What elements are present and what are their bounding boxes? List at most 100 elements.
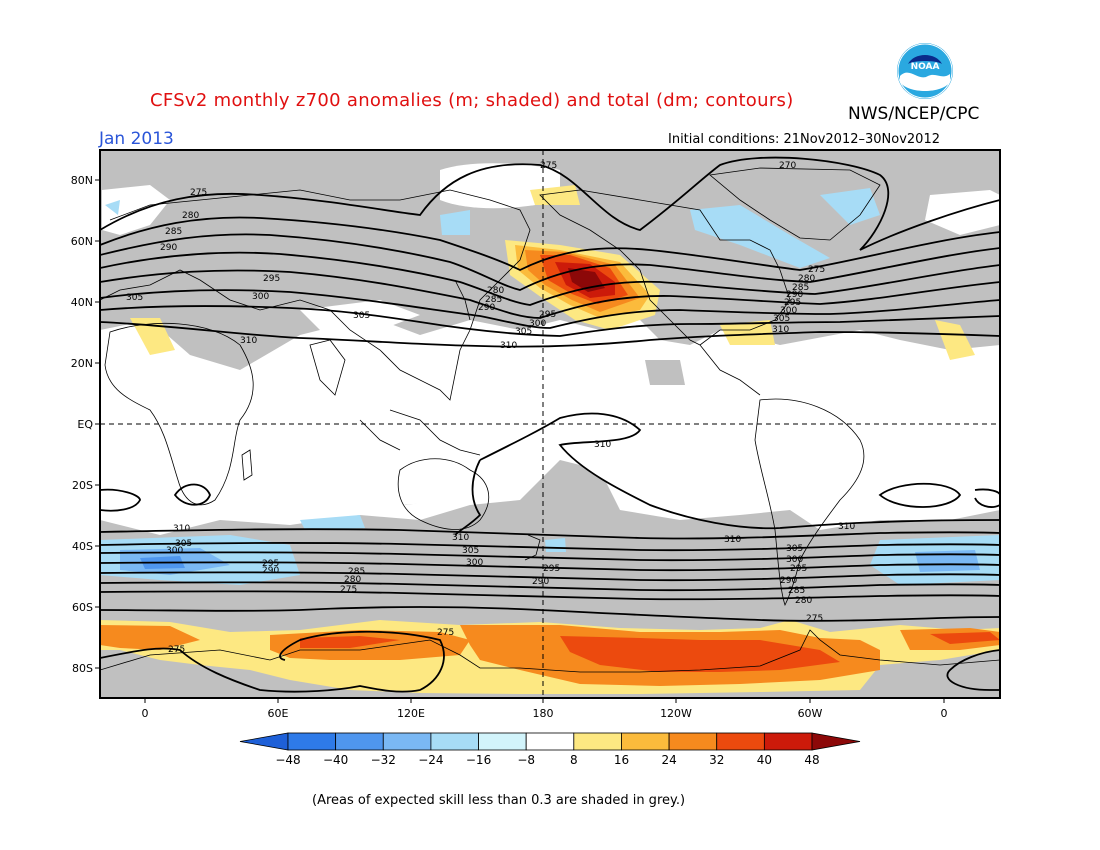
colorbar-labels: −48 −40 −32 −24 −16 −8 8 16 24 32 40 48 [275,753,819,767]
contour-310-east-edge [878,482,962,508]
contour-label: 285 [165,227,182,237]
contour-label: 275 [540,161,557,171]
colorbar-segment [382,732,432,751]
colorbar-segment [668,732,718,751]
contour-275-sh [100,606,1000,622]
contour-label: 310 [838,522,855,532]
colorbar-segment [335,732,384,751]
colorbar-segment [239,732,289,751]
colorbar-segment [811,732,861,751]
svg-text:310: 310 [594,440,611,450]
colorbar-label: −8 [517,753,535,767]
lat-tick-label: 40N [71,296,93,309]
svg-text:275: 275 [168,645,185,655]
contour-label: 310 [772,325,789,335]
svg-text:295: 295 [543,564,560,574]
contour-label: 275 [190,188,207,198]
svg-text:300: 300 [466,558,483,568]
colorbar-segment [525,732,575,751]
contour-label: 275 [806,614,823,624]
lon-tick-label: 60E [268,707,289,720]
lon-tick-label: 180 [533,707,554,720]
contour-label: 300 [252,292,269,302]
svg-text:275: 275 [437,628,454,638]
lat-tick-label: 20N [71,357,93,370]
colorbar-label: 24 [661,753,676,767]
contour-label: 310 [240,336,257,346]
colorbar-segment [763,732,813,751]
contour-labels: 275 280 285 290 295 300 305 310 275 280 … [126,161,855,655]
colorbar-segment [287,732,337,751]
svg-text:285: 285 [348,567,365,577]
lat-tick-label: 20S [72,479,93,492]
contour-label: 305 [786,544,803,554]
svg-text:310: 310 [173,524,190,534]
skill-areas [102,163,1000,520]
lon-tick-label: 0 [941,707,948,720]
contour-label: 305 [773,314,790,324]
colorbar-label: 48 [804,753,819,767]
colorbar-label: −48 [275,753,300,767]
svg-text:280: 280 [344,575,361,585]
contour-295-sh [100,561,1000,572]
colorbar-label: 40 [757,753,772,767]
contour-label: 290 [780,576,797,586]
forecast-period: Jan 2013 [99,129,174,149]
lon-tick-label: 0 [142,707,149,720]
contour-300-nh [100,289,1000,329]
contour-label: 285 [485,295,502,305]
axis-ticks [95,179,945,703]
contour-label: 280 [182,211,199,221]
svg-text:305: 305 [353,311,370,321]
contour-label: 295 [784,298,801,308]
svg-text:300: 300 [166,546,183,556]
lat-tick-label: 80S [72,662,93,675]
colorbar-label: −32 [371,753,396,767]
colorbar-label: −40 [323,753,348,767]
contour-280-nh [100,216,1000,272]
contour-label: 300 [786,555,803,565]
australia-coast [397,458,489,530]
noaa-logo: NOAA [897,43,953,99]
contour-305-sh [100,542,1000,552]
noaa-logo-text: NOAA [911,62,940,72]
contour-label: 285 [788,586,805,596]
anomaly-map: 275 280 285 290 295 300 305 310 275 280 … [71,149,1001,720]
svg-text:295: 295 [262,559,279,569]
svg-text:275: 275 [340,585,357,595]
eurasia-coast [100,189,531,401]
colorbar-label: −16 [466,753,491,767]
contour-305-nh [100,305,1000,337]
colorbar: −48 −40 −32 −24 −16 −8 8 16 24 32 40 48 [239,732,861,767]
contour-290-nh [100,251,1000,306]
contour-310-tropics [479,412,1000,530]
footnote: (Areas of expected skill less than 0.3 a… [312,793,686,808]
svg-text:290: 290 [532,577,549,587]
contour-label: 280 [487,286,504,296]
contour-300-sh [100,551,1000,562]
lon-tick-label: 60W [798,707,823,720]
contour-310-south-pacific [454,459,482,536]
contour-label: 275 [808,265,825,275]
colorbar-segment [621,732,670,751]
lat-tick-label: 60N [71,235,93,248]
agency-label: NWS/NCEP/CPC [848,104,980,124]
colorbar-segment [573,732,622,751]
chart-title: CFSv2 monthly z700 anomalies (m; shaded)… [150,90,794,111]
contour-label: 295 [790,564,807,574]
contour-290-sh [100,571,1000,582]
contour-label: 305 [126,293,143,303]
contour-295-nh [100,269,1000,319]
latitude-labels: 80N 60N 40N 20N EQ 20S 40S 60S 80S [71,174,94,675]
svg-text:305: 305 [175,539,192,549]
colorbar-boxes [239,732,861,751]
colorbar-segment [478,732,527,751]
contour-310-sh [100,528,1000,540]
contour-label: 280 [795,596,812,606]
contour-275-antarctic [100,630,445,693]
contour-label: 295 [263,274,280,284]
colorbar-label: 8 [570,753,578,767]
india-coast [309,339,346,396]
colorbar-label: −24 [418,753,443,767]
initial-conditions-label: Initial conditions: 21Nov2012–30Nov2012 [668,132,940,147]
